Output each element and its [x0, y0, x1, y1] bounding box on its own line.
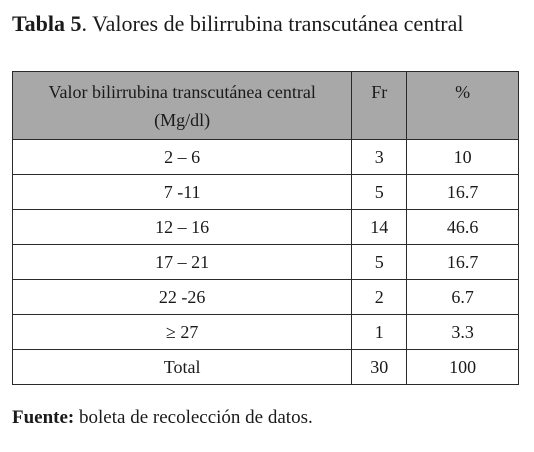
cell-range: Total [11, 349, 353, 385]
table-row: 2 – 6 3 10 [11, 139, 519, 175]
header-value-line1: Valor bilirrubina transcutánea central [48, 82, 316, 102]
cell-fr: 1 [351, 314, 408, 350]
table-row: 17 – 21 5 16.7 [11, 244, 519, 280]
cell-pct: 16.7 [406, 174, 519, 210]
source-text: boleta de recolección de datos. [74, 407, 313, 428]
table-body: 2 – 6 3 10 7 -11 5 16.7 12 – 16 14 46.6 … [11, 139, 519, 385]
cell-range: 17 – 21 [11, 244, 353, 280]
source-label: Fuente: [12, 407, 75, 428]
header-pct: % [406, 71, 519, 140]
cell-range: 7 -11 [11, 174, 353, 210]
cell-range: 2 – 6 [11, 139, 353, 175]
table-row: 22 -26 2 6.7 [11, 279, 519, 315]
table-row: 12 – 16 14 46.6 [11, 209, 519, 245]
cell-pct: 10 [406, 139, 519, 175]
cell-fr: 3 [351, 139, 408, 175]
table-title: Tabla 5. Valores de bilirrubina transcut… [12, 9, 464, 39]
cell-pct: 3.3 [406, 314, 519, 350]
cell-pct: 16.7 [406, 244, 519, 280]
table-row: 7 -11 5 16.7 [11, 174, 519, 210]
table-header: Valor bilirrubina transcutánea central (… [11, 71, 519, 140]
cell-fr: 5 [351, 244, 408, 280]
cell-range: 22 -26 [11, 279, 353, 315]
cell-fr: 30 [351, 349, 408, 385]
cell-fr: 14 [351, 209, 408, 245]
cell-range: 12 – 16 [11, 209, 353, 245]
table-row-total: Total 30 100 [11, 349, 519, 385]
table-title-text: . Valores de bilirrubina transcutánea ce… [81, 11, 464, 36]
cell-range: ≥ 27 [11, 314, 353, 350]
header-row: Valor bilirrubina transcutánea central (… [11, 71, 519, 140]
cell-pct: 6.7 [406, 279, 519, 315]
header-fr: Fr [351, 71, 408, 140]
cell-pct: 100 [406, 349, 519, 385]
cell-fr: 2 [351, 279, 408, 315]
header-value-line2: (Mg/dl) [154, 110, 211, 130]
header-value: Valor bilirrubina transcutánea central (… [11, 71, 353, 140]
table-title-label: Tabla 5 [12, 11, 82, 36]
cell-fr: 5 [351, 174, 408, 210]
cell-pct: 46.6 [406, 209, 519, 245]
bilirubin-table: Valor bilirrubina transcutánea central (… [11, 71, 519, 385]
table-row: ≥ 27 1 3.3 [11, 314, 519, 350]
source-note: Fuente: boleta de recolección de datos. [12, 405, 313, 431]
